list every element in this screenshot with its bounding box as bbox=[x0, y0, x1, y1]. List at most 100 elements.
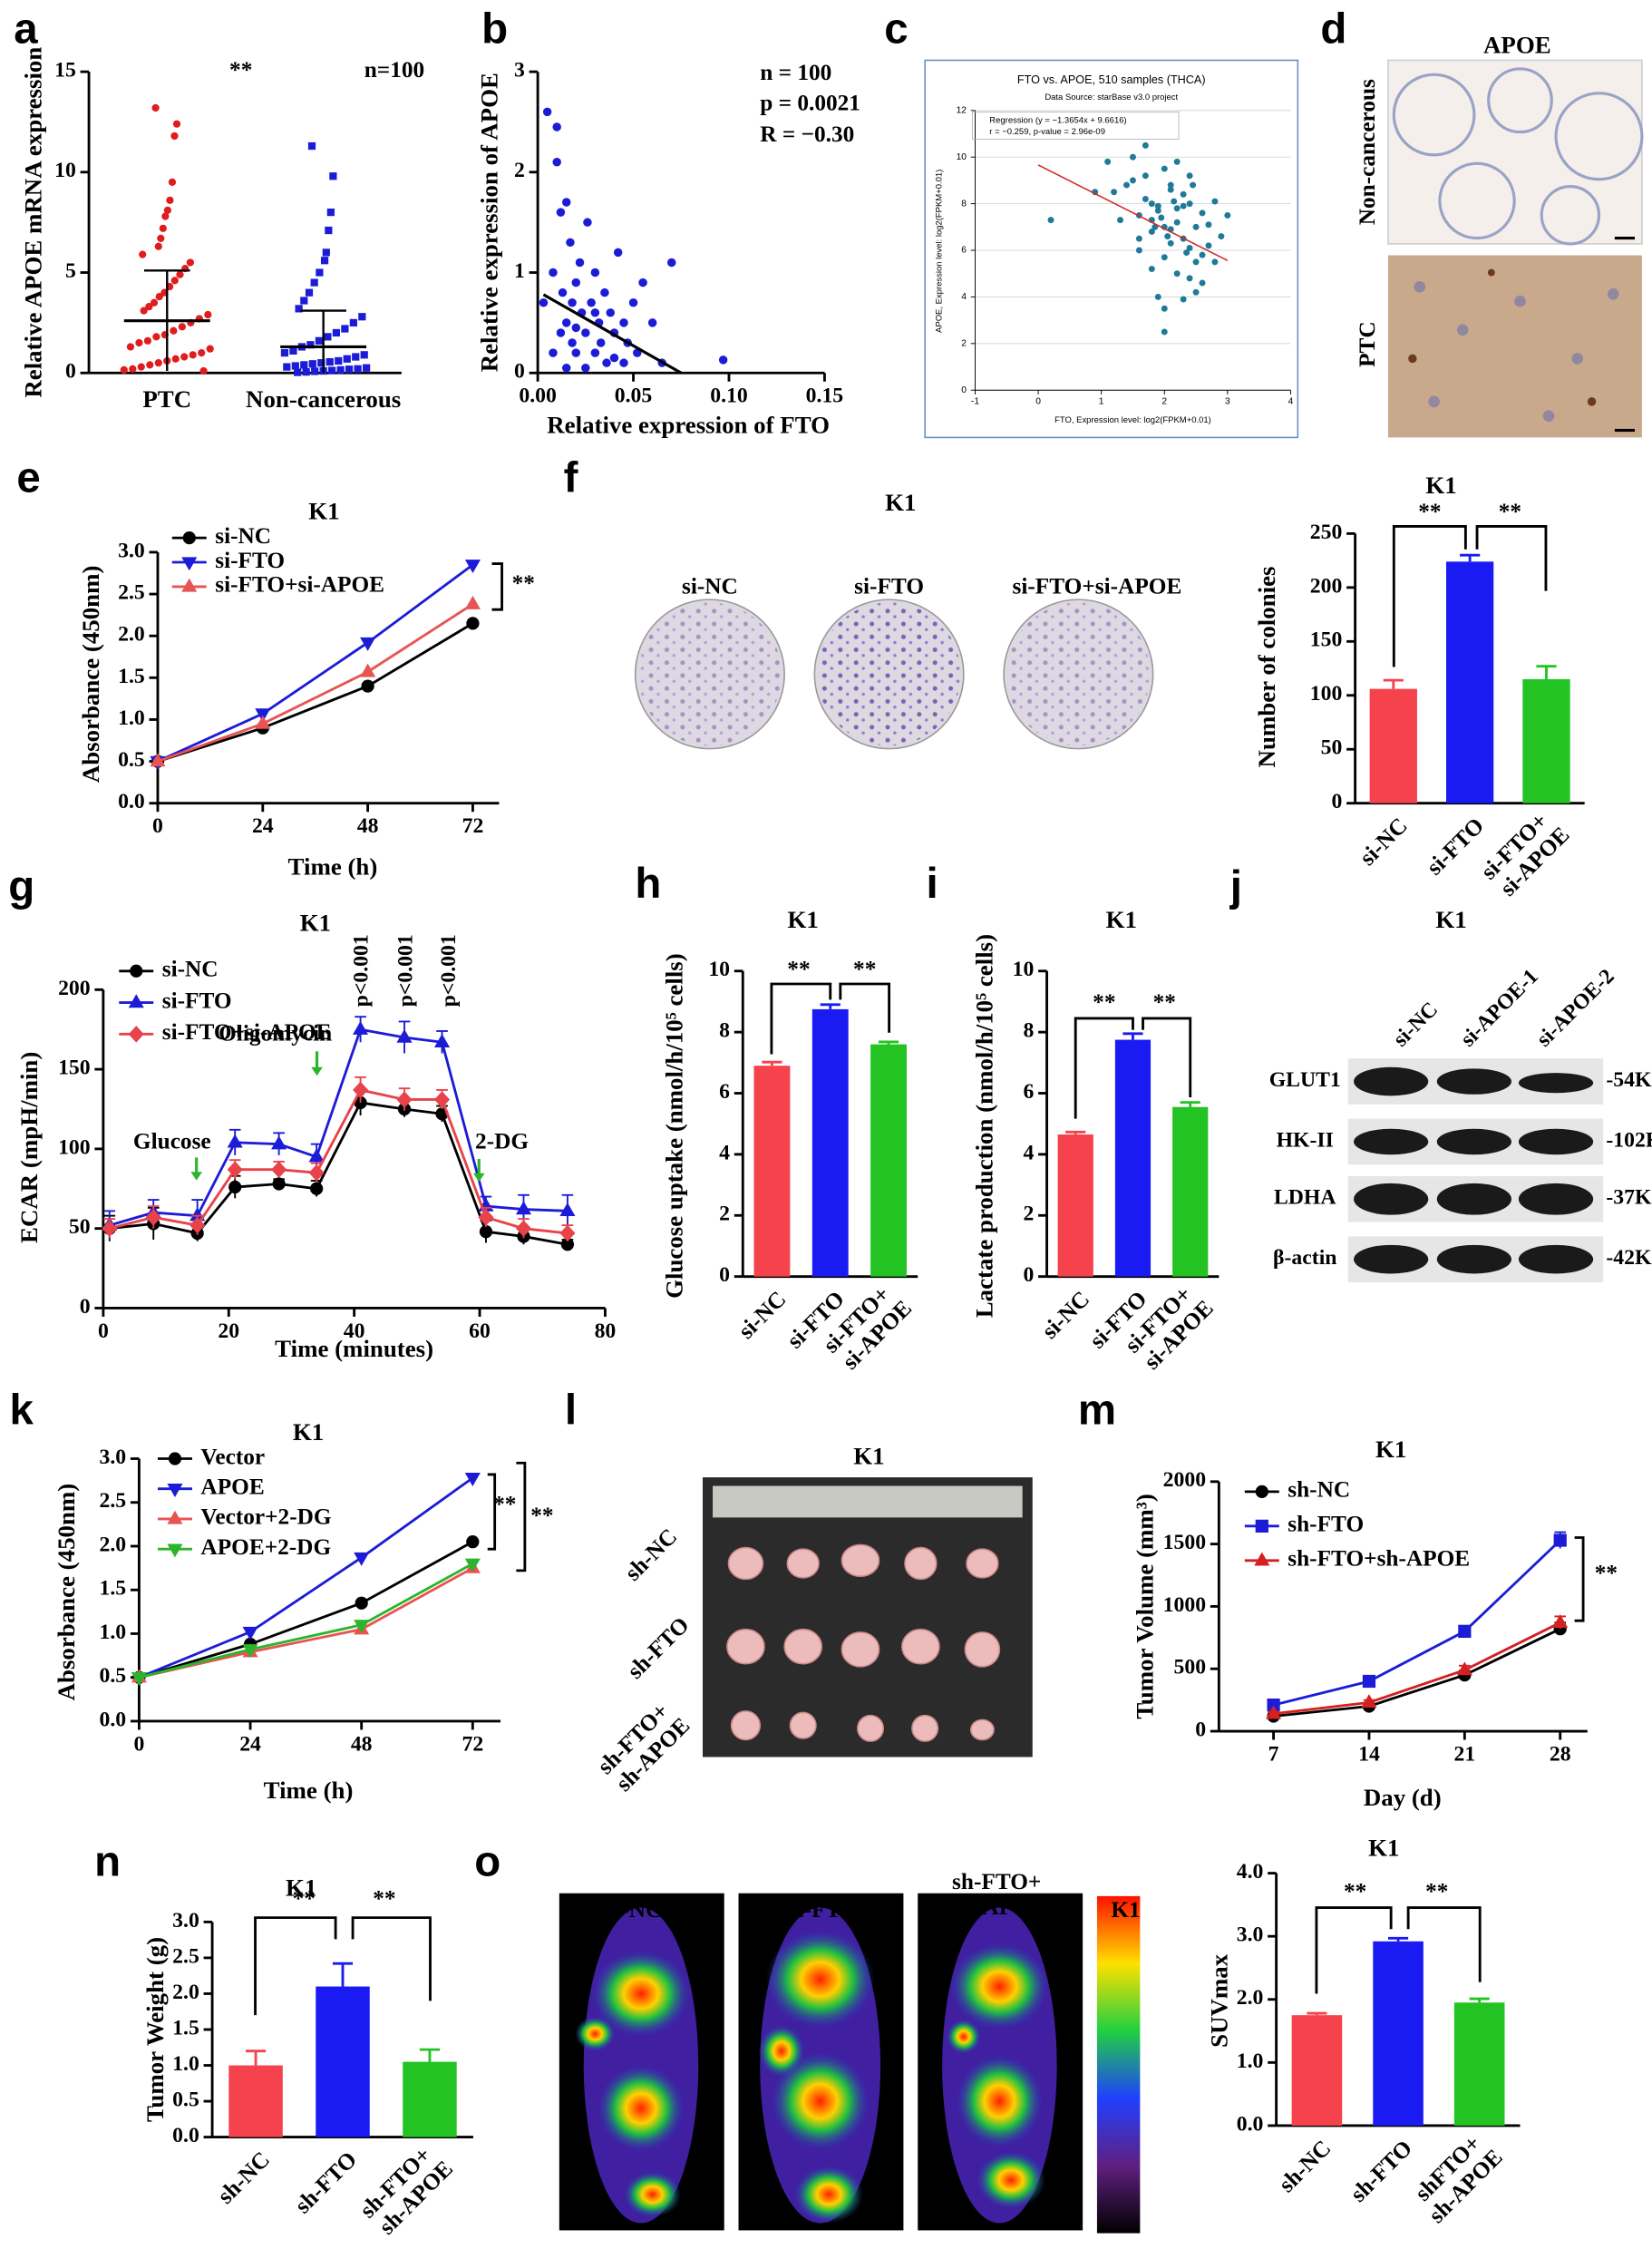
marker bbox=[1117, 217, 1124, 224]
marker bbox=[464, 560, 481, 574]
x-tick-label: sh-FTO bbox=[1346, 2136, 1417, 2207]
y-tick-label: 12 bbox=[957, 106, 967, 116]
marker bbox=[1190, 181, 1197, 189]
marker bbox=[355, 1596, 368, 1610]
pet-images bbox=[559, 1893, 1141, 2234]
row-label: sh-NC bbox=[620, 1524, 683, 1586]
marker bbox=[464, 1558, 481, 1572]
panel-label: m bbox=[1078, 1386, 1116, 1434]
marker bbox=[1148, 266, 1155, 273]
x-axis-label: Time (h) bbox=[288, 853, 378, 881]
y-tick-label: 2.0 bbox=[100, 1533, 127, 1556]
marker bbox=[146, 361, 154, 369]
x-tick-label: sh-FTO+ sh-APOE bbox=[355, 2137, 457, 2240]
marker bbox=[206, 345, 214, 353]
significance-bracket bbox=[351, 1916, 432, 2001]
marker bbox=[1123, 181, 1130, 189]
size-label: -42KD bbox=[1606, 1246, 1652, 1270]
marker bbox=[170, 326, 178, 335]
marker bbox=[320, 257, 329, 265]
y-tick-label: 2 bbox=[514, 159, 525, 182]
group-label: sh-FTO bbox=[782, 1897, 859, 1923]
marker bbox=[255, 715, 271, 729]
marker bbox=[128, 994, 144, 1008]
marker bbox=[1254, 1552, 1270, 1566]
marker bbox=[242, 1626, 258, 1641]
y-tick-label: 6 bbox=[961, 246, 967, 256]
series-line bbox=[1273, 1627, 1561, 1718]
annotation: ** bbox=[373, 1885, 395, 1911]
marker bbox=[1192, 223, 1200, 230]
annotation: ** bbox=[493, 1492, 516, 1517]
size-label: -102KD bbox=[1606, 1128, 1652, 1152]
y-axis-label: Absorbance (450nm) bbox=[77, 566, 104, 784]
marker bbox=[280, 348, 289, 357]
marker bbox=[227, 1134, 243, 1148]
significance-bracket bbox=[839, 982, 891, 1033]
x-tick-label: 0 bbox=[1035, 397, 1041, 407]
marker bbox=[1180, 296, 1187, 303]
legend-label: sh-NC bbox=[1288, 1477, 1350, 1503]
x-tick-label: 4 bbox=[1288, 397, 1294, 407]
marker bbox=[1135, 235, 1142, 242]
marker bbox=[143, 336, 152, 345]
marker bbox=[159, 224, 167, 232]
y-tick-label: 100 bbox=[1310, 682, 1343, 706]
trend-line bbox=[542, 293, 683, 375]
y-tick-label: 1.0 bbox=[1237, 2049, 1264, 2073]
y-tick-label: 8 bbox=[961, 199, 967, 209]
marker bbox=[1129, 153, 1136, 161]
panel-label: g bbox=[8, 862, 34, 910]
bar bbox=[1453, 2002, 1505, 2126]
marker bbox=[1192, 258, 1200, 266]
marker bbox=[552, 122, 561, 131]
marker bbox=[590, 348, 600, 357]
marker bbox=[1255, 1485, 1268, 1499]
marker bbox=[628, 298, 638, 307]
marker bbox=[360, 637, 376, 651]
marker bbox=[306, 341, 315, 349]
marker bbox=[561, 318, 571, 327]
panel-label: b bbox=[481, 5, 508, 53]
y-tick-label: 0 bbox=[1023, 1263, 1034, 1287]
marker bbox=[1158, 214, 1165, 221]
marker bbox=[1456, 1661, 1472, 1676]
marker bbox=[353, 1081, 369, 1099]
x-tick-label: si-FTO+ si-APOE bbox=[1476, 804, 1574, 902]
annotation: ** bbox=[853, 957, 876, 982]
annotation: R = −0.30 bbox=[760, 122, 854, 147]
marker bbox=[362, 364, 371, 372]
y-tick-label: 2.0 bbox=[118, 623, 145, 647]
marker bbox=[552, 158, 561, 167]
marker bbox=[167, 1484, 183, 1497]
marker bbox=[1104, 158, 1112, 165]
annotation: p<0.001 bbox=[350, 934, 374, 1007]
x-tick-label: 24 bbox=[239, 1732, 261, 1756]
annotation: ** bbox=[1344, 1879, 1366, 1904]
significance-bracket bbox=[1574, 1536, 1585, 1622]
legend-label: si-FTO+si-APOE bbox=[162, 1019, 332, 1045]
panel-label: h bbox=[635, 860, 661, 908]
marker bbox=[606, 308, 615, 317]
y-tick-label: 150 bbox=[58, 1056, 91, 1080]
marker bbox=[1183, 249, 1190, 257]
lane-label: si-NC bbox=[1389, 998, 1443, 1051]
marker bbox=[154, 242, 162, 250]
x-axis-label: FTO, Expression level: log2(FPKM+0.01) bbox=[1054, 415, 1211, 425]
y-tick-label: 200 bbox=[58, 977, 91, 1000]
panel-label: c bbox=[884, 5, 908, 53]
y-axis-label: Relative expression of APOE bbox=[476, 73, 503, 372]
marker bbox=[1167, 186, 1174, 193]
marker bbox=[181, 578, 198, 592]
marker bbox=[619, 318, 628, 327]
marker bbox=[1192, 288, 1200, 296]
western-blot bbox=[1347, 1058, 1604, 1282]
marker bbox=[566, 238, 575, 248]
panel-label: k bbox=[10, 1386, 34, 1434]
y-tick-label: 150 bbox=[1310, 628, 1343, 652]
chart-title: K1 bbox=[1106, 906, 1137, 933]
y-tick-label: 1.5 bbox=[118, 665, 145, 688]
x-tick-label: Non-cancerous bbox=[246, 385, 401, 413]
marker bbox=[326, 357, 334, 366]
